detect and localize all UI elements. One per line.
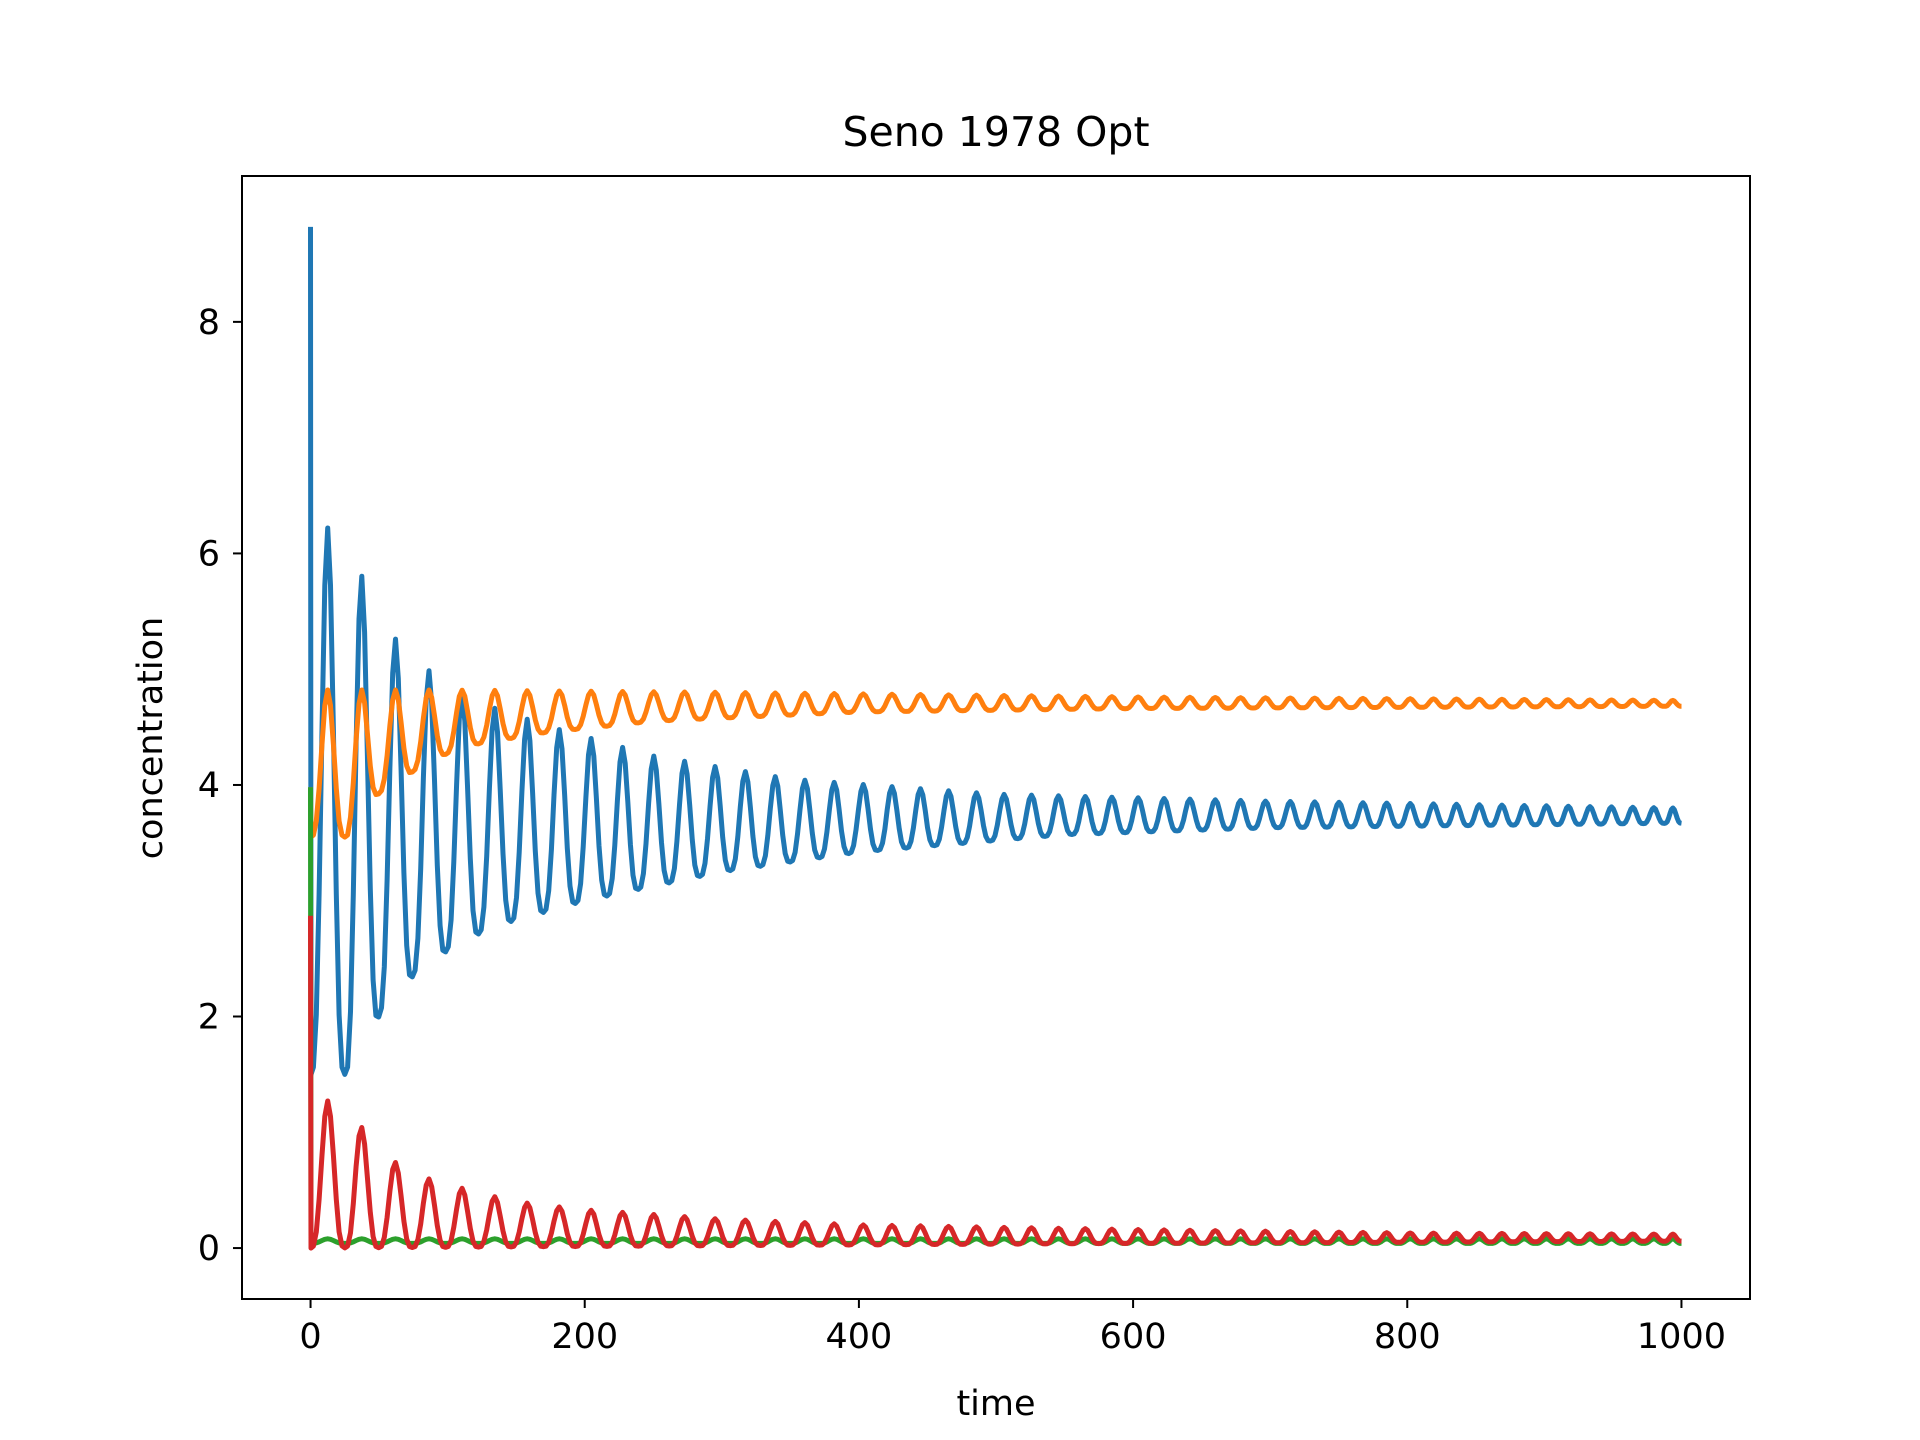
- x-axis-label: time: [956, 1384, 1035, 1424]
- x-tick-label: 600: [1100, 1317, 1167, 1357]
- series-line-green: [308, 787, 1683, 1246]
- y-tick-label: 0: [198, 1229, 220, 1269]
- series-line-orange: [308, 687, 1683, 840]
- series-line-blue: [308, 226, 1683, 1077]
- x-tick-label: 400: [826, 1317, 893, 1357]
- plot-background: [242, 176, 1750, 1299]
- y-tick-label: 2: [198, 998, 220, 1038]
- y-axis: 0 2 4 6 8: [198, 303, 242, 1269]
- plot-frame: [241, 175, 1751, 1300]
- x-tick-label: 200: [551, 1317, 618, 1357]
- x-tick-label: 800: [1374, 1317, 1441, 1357]
- y-axis-label: concentration: [131, 617, 171, 859]
- x-tick-label: 0: [299, 1317, 321, 1357]
- y-tick-label: 6: [198, 534, 220, 574]
- y-tick-label: 8: [198, 303, 220, 343]
- chart-title: Seno 1978 Opt: [842, 108, 1149, 156]
- series-line-red: [308, 915, 1683, 1251]
- x-tick-label: 1000: [1637, 1317, 1726, 1357]
- x-axis: 0 200 400 600 800 1000: [299, 1299, 1726, 1357]
- series-layer: [308, 226, 1683, 1251]
- plot-area: [241, 175, 1751, 1300]
- y-tick-label: 4: [198, 766, 220, 806]
